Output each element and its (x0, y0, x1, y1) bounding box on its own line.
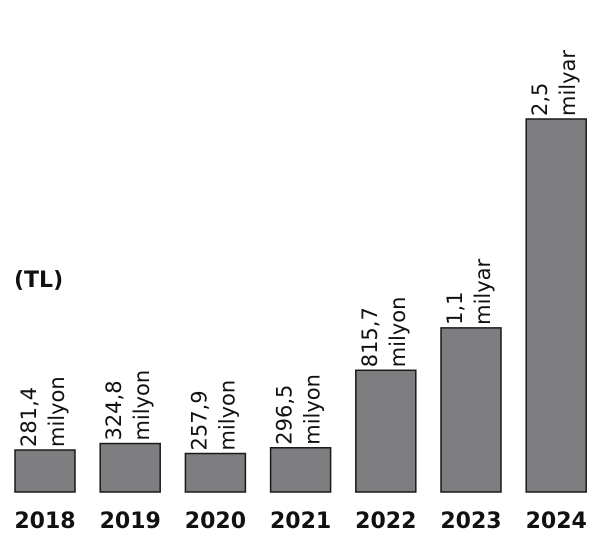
bar-2022 (355, 369, 417, 493)
bar-2021 (269, 447, 332, 493)
unit-label-2022: milyon (386, 297, 410, 368)
year-label-2024: 2024 (526, 509, 587, 534)
unit-label-2023: milyar (471, 258, 495, 324)
value-label-2022: 815,7 (358, 307, 382, 367)
year-label-2020: 2020 (185, 509, 246, 534)
bar-2020 (184, 452, 247, 493)
unit-label-2020: milyon (215, 380, 239, 451)
bar-2019 (99, 442, 161, 493)
bar-2024 (525, 118, 587, 493)
value-label-2023: 1,1 (443, 291, 467, 324)
year-label-2019: 2019 (100, 509, 161, 534)
value-label-2018: 281,4 (17, 387, 41, 447)
bar-2023 (440, 327, 502, 493)
unit-label-2024: milyar (556, 50, 580, 116)
year-label-2021: 2021 (270, 509, 331, 534)
year-label-2023: 2023 (440, 509, 501, 534)
year-label-2022: 2022 (355, 509, 416, 534)
value-label-2020: 257,9 (187, 390, 211, 450)
unit-label-2021: milyon (301, 374, 325, 445)
unit-label-2018: milyon (45, 376, 69, 447)
unit-label: (TL) (14, 268, 64, 293)
value-label-2019: 324,8 (102, 380, 126, 440)
value-label-2021: 296,5 (273, 385, 297, 445)
value-label-2024: 2,5 (528, 83, 552, 116)
year-label-2018: 2018 (14, 509, 75, 534)
unit-label-2019: milyon (130, 370, 154, 441)
bar-2018 (14, 449, 76, 493)
